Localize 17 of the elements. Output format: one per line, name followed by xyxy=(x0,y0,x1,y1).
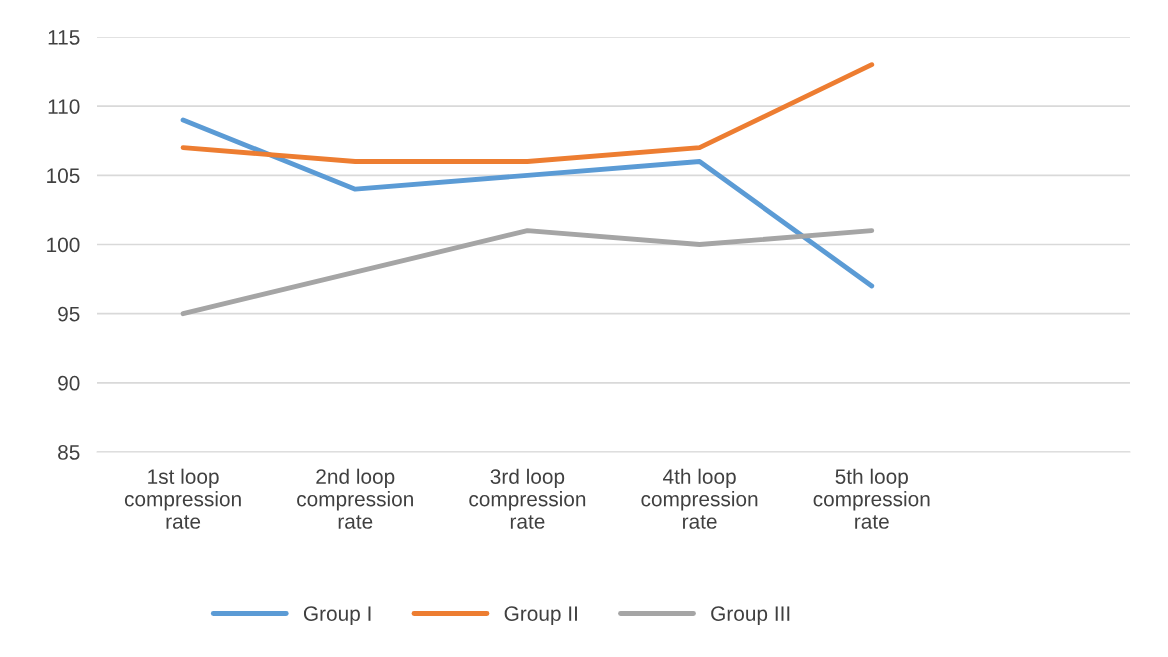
y-tick-label: 100 xyxy=(47,237,80,253)
x-tick-label: 1st loop compression rate xyxy=(124,468,241,529)
y-tick-label: 110 xyxy=(48,99,80,114)
y-tick-label: 95 xyxy=(58,306,80,322)
x-tick-label: 2nd loop compression rate xyxy=(297,468,413,529)
y-tick-label: 90 xyxy=(58,375,80,391)
line-series xyxy=(180,228,875,317)
legend-label: Group II xyxy=(504,606,577,626)
line-series xyxy=(180,117,875,289)
legend-label: Group III xyxy=(711,606,790,626)
x-tick-label: 5th loop compression rate xyxy=(813,468,930,529)
x-tick-label: 4th loop compression rate xyxy=(641,468,758,529)
y-tick-label: 105 xyxy=(47,168,80,184)
x-tick-label: 3rd loop compression rate xyxy=(469,468,586,529)
y-tick-label: 85 xyxy=(58,445,80,460)
y-tick-label: 115 xyxy=(48,30,80,45)
legend-label: Group I xyxy=(303,606,371,626)
